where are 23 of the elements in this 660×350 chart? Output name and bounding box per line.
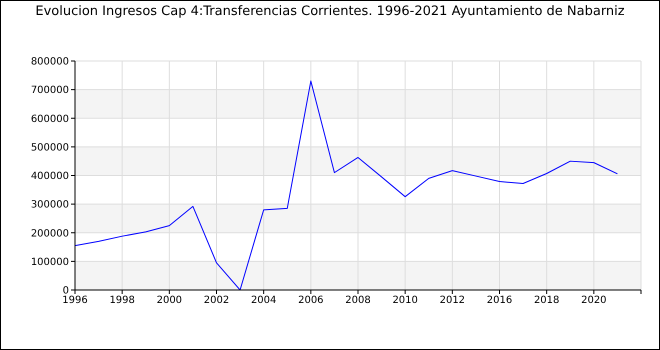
y-tick-label: 300000 <box>30 200 69 211</box>
line-series <box>75 80 618 290</box>
chart-title: Evolucion Ingresos Cap 4:Transferencias Corrientes. 1996-2021 Ayuntamiento de Nabarniz <box>34 4 626 19</box>
y-tick-label: 500000 <box>30 142 69 154</box>
y-tick-label: 0 <box>62 286 69 297</box>
y-tick-label: 400000 <box>30 171 69 182</box>
y-tick-label: 800000 <box>30 56 69 68</box>
y-tick-label: 600000 <box>30 114 69 125</box>
x-tick-label: 2006 <box>298 295 324 306</box>
x-tick-label: 2016 <box>486 295 512 306</box>
x-tick-label: 1998 <box>109 295 135 306</box>
y-tick-label: 100000 <box>30 256 69 268</box>
x-tick-label: 2002 <box>204 295 230 306</box>
x-tick-label: 1996 <box>62 295 88 306</box>
x-tick-label: 2010 <box>392 295 418 306</box>
x-tick-label: 2020 <box>581 295 607 306</box>
x-tick-label: 2012 <box>440 295 466 306</box>
x-tick-label: 2018 <box>534 295 560 306</box>
x-tick-label: 2004 <box>250 295 276 306</box>
x-tick-label: 2008 <box>345 295 371 306</box>
y-tick-label: 700000 <box>30 85 69 96</box>
x-tick-label: 2000 <box>156 295 182 306</box>
y-tick-label: 200000 <box>30 228 69 240</box>
